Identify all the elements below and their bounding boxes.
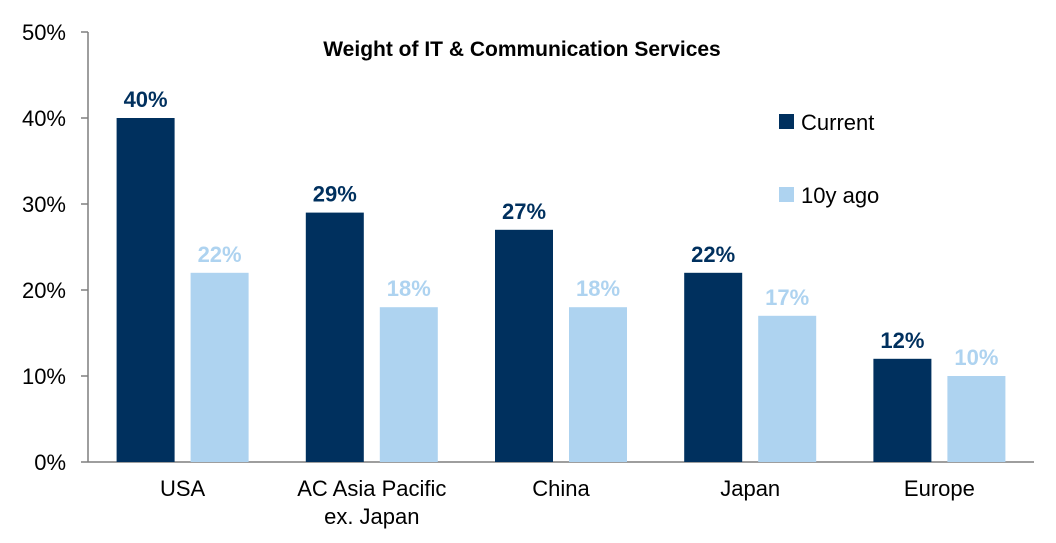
bar-ten-years-ago [190,272,249,462]
y-tick-label: 20% [22,278,66,303]
category-label: Europe [904,476,975,501]
legend-label: Current [801,110,874,135]
y-axis-ticks: 0% 10% 20% 30% 40% 50% [22,20,88,475]
category-labels: USA AC Asia Pacific ex. Japan China Japan Eur… [160,476,975,529]
data-label: 12% [880,328,924,353]
y-tick-label: 40% [22,106,66,131]
data-label: 27% [502,199,546,224]
y-tick-label: 10% [22,364,66,389]
category-label: AC Asia Pacific ex. Japan [297,476,446,529]
data-label: 40% [124,87,168,112]
legend-swatch [779,187,794,202]
data-label: 18% [576,276,620,301]
y-tick-label: 30% [22,192,66,217]
data-label: 18% [387,276,431,301]
legend-label: 10y ago [801,183,879,208]
data-label: 29% [313,182,357,207]
bar-current [116,118,175,462]
bar-ten-years-ago [569,307,627,462]
legend-swatch [779,114,794,129]
y-tick-label: 0% [34,450,66,475]
chart-title: Weight of IT & Communication Services [323,38,721,61]
data-label: 22% [691,242,735,267]
y-tick-label: 50% [22,20,66,45]
bar-current [684,272,743,462]
bar-ten-years-ago [379,307,438,462]
bar-current [495,229,553,462]
data-label: 10% [954,345,998,370]
category-label: USA [160,476,206,501]
data-label: 17% [765,285,809,310]
category-label: Japan [720,476,780,501]
legend: Current 10y ago [779,110,879,208]
bar-ten-years-ago [758,315,817,462]
bar-current [873,358,932,462]
bar-ten-years-ago [947,376,1006,462]
category-label: China [532,476,590,501]
data-label: 22% [198,242,242,267]
bar-current [305,212,364,462]
bars: 40% 22% 29% 18% 27% 18% 22% 17% 12% 10% [116,87,1006,462]
